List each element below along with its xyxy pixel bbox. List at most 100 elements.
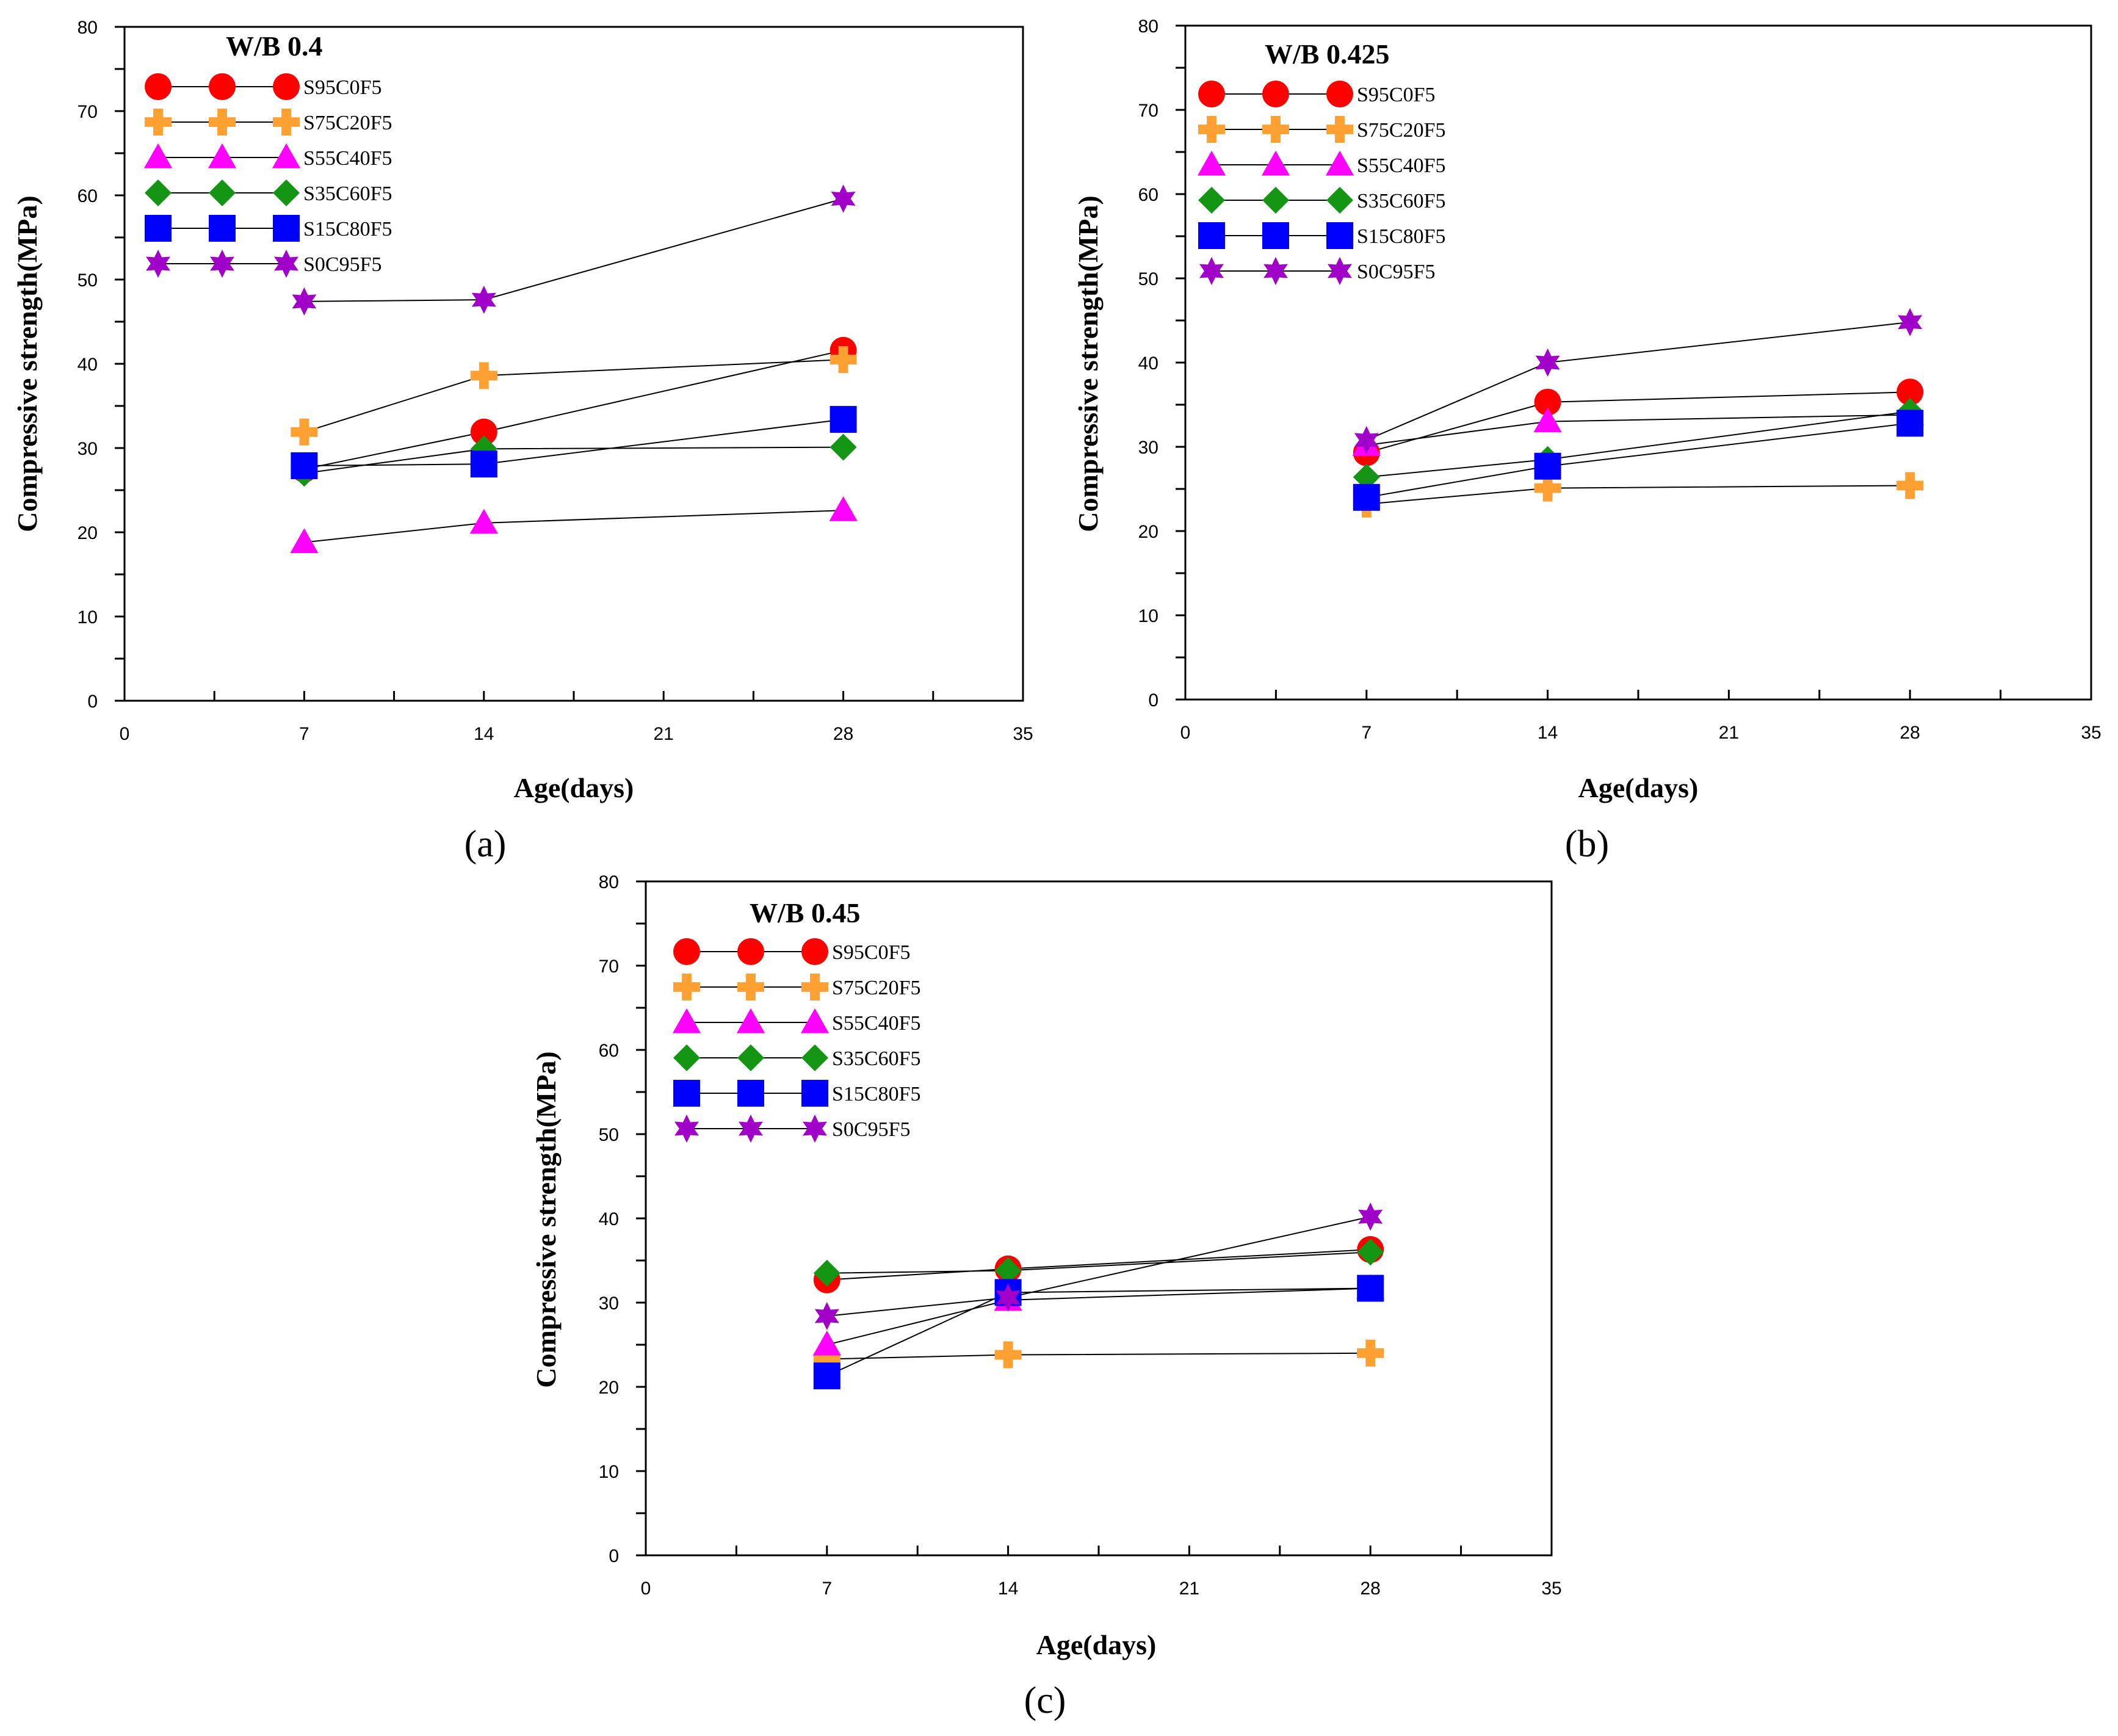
data-point-s75c20f5 bbox=[1896, 472, 1924, 499]
legend-marker bbox=[1262, 222, 1289, 249]
y-axis-title-b: Compressive strength(MPa) bbox=[1072, 195, 1104, 532]
data-point-s35c60f5 bbox=[994, 1257, 1022, 1284]
x-tick-label: 14 bbox=[1538, 723, 1558, 743]
x-tick-label: 0 bbox=[1180, 723, 1191, 743]
x-axis-title-a: Age(days) bbox=[514, 772, 634, 803]
data-point-s0c95f5 bbox=[814, 1301, 839, 1331]
data-point-s75c20f5 bbox=[813, 1345, 840, 1373]
legend-marker bbox=[209, 109, 236, 136]
legend-marker bbox=[800, 1008, 829, 1033]
data-point-s95c0f5 bbox=[1534, 388, 1561, 416]
data-points-c bbox=[812, 1203, 1385, 1390]
legend-marker bbox=[143, 143, 173, 168]
legend-marker bbox=[1261, 150, 1290, 176]
data-point-s0c95f5 bbox=[292, 287, 317, 316]
legend-label: S95C0F5 bbox=[303, 76, 382, 99]
panel-title-c: W/B 0.45 bbox=[750, 897, 860, 928]
data-point-s0c95f5 bbox=[1358, 1203, 1383, 1231]
legend-a: S95C0F5 S75C20F5 S55C40F5 S35C60F5 S15C80F5 S… bbox=[143, 73, 392, 278]
x-axis-title-b: Age(days) bbox=[1578, 772, 1699, 803]
y-tick-label: 10 bbox=[599, 1462, 619, 1482]
y-tick-label: 0 bbox=[1148, 690, 1158, 711]
data-point-s15c80f5 bbox=[1896, 410, 1924, 437]
y-tick-label: 30 bbox=[1138, 438, 1158, 458]
legend-marker bbox=[1325, 150, 1354, 176]
legend-marker bbox=[1327, 256, 1353, 286]
legend-marker bbox=[145, 109, 172, 136]
data-point-s75c20f5 bbox=[291, 418, 318, 446]
data-point-s55c40f5 bbox=[812, 1330, 841, 1356]
x-tick-label: 28 bbox=[1900, 723, 1920, 743]
x-tick-label: 35 bbox=[1541, 1579, 1561, 1599]
legend-marker bbox=[145, 179, 172, 206]
legend-marker bbox=[673, 1044, 700, 1071]
data-point-s55c40f5 bbox=[290, 528, 319, 554]
y-tick-label: 40 bbox=[599, 1209, 619, 1229]
legend-marker bbox=[1326, 187, 1353, 214]
panel-c: 0 7 14 21 28 35 0 10 20 30 40 50 60 70 80 S95C0F5 S75C2… bbox=[530, 872, 1562, 1721]
data-point-s15c80f5 bbox=[813, 1362, 840, 1390]
legend-label: S35C60F5 bbox=[1357, 190, 1446, 212]
data-point-s35c60f5 bbox=[1353, 463, 1380, 491]
data-point-s0c95f5 bbox=[996, 1283, 1021, 1312]
data-point-s0c95f5 bbox=[471, 286, 496, 314]
y-tick-label: 20 bbox=[78, 523, 98, 543]
legend-label: S75C20F5 bbox=[1357, 119, 1446, 142]
panel-title-a: W/B 0.4 bbox=[226, 31, 322, 62]
data-point-s15c80f5 bbox=[1353, 483, 1380, 511]
legend-b: S95C0F5 S75C20F5 S55C40F5 S35C60F5 S15C80F5 S… bbox=[1197, 81, 1446, 286]
legend-marker bbox=[674, 1114, 699, 1143]
legend-marker bbox=[209, 179, 236, 206]
plot-area-c: 0 7 14 21 28 35 0 10 20 30 40 50 60 70 80 S95C0F5 S75C2… bbox=[599, 872, 1562, 1599]
legend-label: S0C95F5 bbox=[303, 253, 382, 276]
legend-marker bbox=[208, 143, 237, 168]
y-tick-label: 40 bbox=[1138, 353, 1158, 374]
legend-marker bbox=[801, 1080, 828, 1107]
legend-marker bbox=[801, 1044, 828, 1071]
y-tick-label: 60 bbox=[78, 186, 98, 206]
legend-marker bbox=[272, 143, 301, 168]
legend-marker bbox=[209, 215, 236, 242]
panel-a: 0 7 14 21 28 35 0 10 20 30 40 50 60 70 80 S95C0F5 S75C2… bbox=[12, 18, 1033, 865]
legend-c: S95C0F5 S75C20F5 S55C40F5 S35C60F5 S15C80F5 S… bbox=[672, 938, 921, 1143]
data-point-s0c95f5 bbox=[1535, 348, 1560, 377]
legend-marker bbox=[1199, 256, 1224, 286]
data-points-b bbox=[1352, 308, 1925, 518]
data-point-s15c80f5 bbox=[470, 450, 497, 478]
caption-c: (c) bbox=[1024, 1680, 1066, 1721]
x-tick-label: 0 bbox=[641, 1579, 651, 1599]
legend-marker bbox=[801, 974, 828, 1000]
panel-title-b: W/B 0.425 bbox=[1265, 38, 1389, 70]
y-tick-label: 70 bbox=[599, 957, 619, 977]
legend-marker bbox=[1262, 187, 1289, 214]
legend-marker bbox=[736, 1008, 765, 1033]
data-point-s75c20f5 bbox=[829, 346, 857, 374]
legend-label: S0C95F5 bbox=[1357, 261, 1436, 283]
y-tick-label: 0 bbox=[87, 692, 98, 712]
legend-label: S15C80F5 bbox=[832, 1083, 921, 1105]
legend-marker bbox=[1326, 222, 1353, 249]
y-tick-label: 30 bbox=[599, 1293, 619, 1314]
panel-b: 0 7 14 21 28 35 0 10 20 30 40 50 60 70 80 S95C0F5 S75C2… bbox=[1072, 16, 2102, 865]
x-axis-title-c: Age(days) bbox=[1036, 1629, 1157, 1660]
legend-marker bbox=[737, 1080, 764, 1107]
y-tick-label: 60 bbox=[1138, 185, 1158, 205]
legend-marker bbox=[737, 1044, 764, 1071]
x-tick-label: 21 bbox=[654, 724, 674, 744]
legend-marker bbox=[737, 974, 764, 1000]
legend-label: S35C60F5 bbox=[832, 1047, 921, 1070]
y-tick-label: 60 bbox=[599, 1041, 619, 1061]
x-tick-label: 14 bbox=[998, 1579, 1018, 1599]
plot-area-a: 0 7 14 21 28 35 0 10 20 30 40 50 60 70 80 S95C0F5 S75C2… bbox=[78, 18, 1033, 744]
data-point-s35c60f5 bbox=[1357, 1239, 1384, 1266]
y-axis-title-a: Compressive strength(MPa) bbox=[12, 195, 43, 532]
legend-marker bbox=[801, 938, 828, 965]
legend-label: S75C20F5 bbox=[303, 112, 392, 134]
legend-marker bbox=[209, 73, 236, 100]
ticks-b: 0 7 14 21 28 35 0 10 20 30 40 50 60 70 80 bbox=[1138, 16, 2102, 743]
data-points-a bbox=[290, 184, 858, 554]
legend-marker bbox=[1326, 81, 1353, 107]
legend-marker bbox=[273, 249, 299, 278]
data-point-s15c80f5 bbox=[1357, 1275, 1384, 1302]
